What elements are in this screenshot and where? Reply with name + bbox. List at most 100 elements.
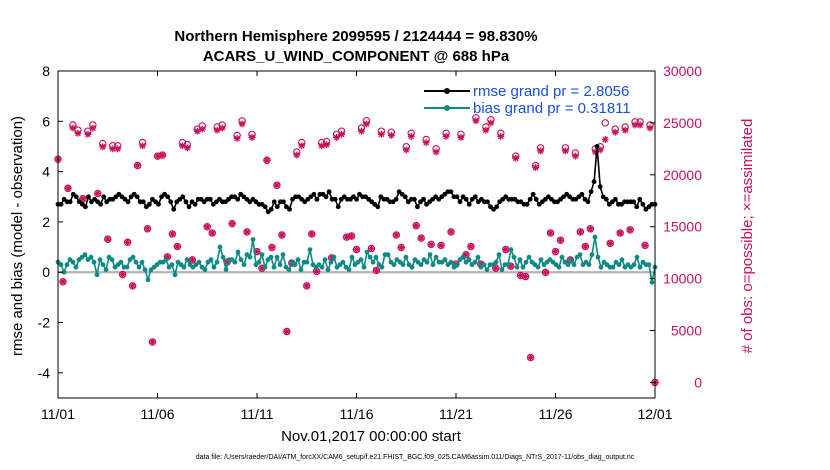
bias-point — [184, 257, 190, 263]
y-right-tick-label: 30000 — [663, 63, 702, 79]
obs-assimilated-marker — [641, 242, 649, 249]
bias-point — [460, 254, 466, 260]
rmse-point — [274, 204, 280, 210]
rmse-point — [235, 196, 241, 202]
rmse-point — [411, 196, 417, 202]
obs-assimilated-marker — [522, 273, 530, 280]
rmse-point — [472, 194, 478, 200]
obs-assimilated-marker — [84, 130, 92, 138]
rmse-point — [186, 204, 192, 210]
bias-point — [481, 262, 487, 268]
rmse-point — [640, 201, 646, 207]
obs-assimilated-marker — [457, 134, 465, 141]
bias-point — [517, 257, 523, 263]
obs-assimilated-marker — [482, 126, 490, 134]
bias-point — [493, 259, 499, 265]
bias-point — [403, 254, 409, 260]
rmse-point — [171, 206, 177, 212]
obs-assimilated-marker — [373, 266, 380, 274]
obs-assimilated-marker — [552, 248, 559, 256]
bias-point — [346, 267, 352, 273]
bias-point — [61, 269, 67, 275]
bias-point — [571, 262, 577, 268]
rmse-point — [326, 189, 332, 195]
obs-assimilated-marker — [198, 125, 206, 133]
bias-point — [208, 257, 214, 263]
legend-rmse-label: rmse grand pr = 2.8056 — [473, 83, 629, 100]
bias-point — [370, 259, 376, 265]
bias-point — [454, 262, 460, 268]
obs-assimilated-marker — [497, 133, 505, 140]
rmse-point — [134, 194, 140, 200]
bias-point — [400, 262, 406, 268]
bias-point — [424, 259, 430, 265]
bias-point — [196, 259, 202, 265]
bias-point — [262, 264, 268, 270]
bias-point — [340, 259, 346, 265]
bias-point — [589, 252, 595, 258]
y-left-tick-label: 4 — [42, 164, 50, 180]
obs-assimilated-marker — [547, 229, 554, 237]
obs-assimilated-marker — [119, 271, 127, 278]
rmse-point — [402, 194, 408, 200]
obs-assimilated-marker — [422, 139, 430, 147]
bias-point — [82, 252, 88, 258]
bias-point — [103, 267, 109, 273]
bias-point — [520, 264, 526, 270]
bias-point — [169, 262, 175, 268]
bias-point — [136, 264, 142, 270]
bias-point — [586, 262, 592, 268]
bias-point — [64, 262, 70, 268]
obs-assimilated-marker — [581, 243, 589, 250]
rmse-point — [585, 199, 591, 205]
bias-point — [172, 272, 178, 278]
obs-assimilated-marker — [104, 235, 112, 243]
legend-bias-marker — [444, 105, 450, 111]
obs-assimilated-marker — [114, 145, 122, 153]
bias-point — [295, 257, 301, 263]
obs-assimilated-marker — [631, 121, 639, 129]
obs-assimilated-marker — [203, 223, 211, 231]
bias-point — [523, 259, 529, 265]
bias-point — [133, 259, 139, 265]
bias-point — [100, 262, 106, 268]
bias-point — [427, 252, 433, 258]
rmse-point — [192, 201, 198, 207]
bias-point — [331, 254, 337, 260]
rmse-point — [58, 201, 64, 207]
y-left-tick-label: 6 — [42, 113, 50, 129]
obs-assimilated-marker — [363, 120, 370, 128]
rmse-point — [375, 204, 381, 210]
obs-assimilated-marker — [512, 154, 520, 162]
obs-assimilated-marker — [129, 282, 137, 290]
bias-point — [271, 264, 277, 270]
obs-assimilated-marker — [646, 124, 654, 132]
rmse-point — [140, 199, 146, 205]
obs-assimilated-marker — [149, 338, 156, 346]
obs-assimilated-marker — [397, 244, 405, 251]
bias-point — [637, 264, 643, 270]
bias-point — [385, 252, 391, 258]
obs-assimilated-marker — [298, 142, 306, 150]
obs-assimilated-marker — [243, 228, 251, 236]
bias-point — [211, 264, 217, 270]
rmse-point — [603, 196, 609, 202]
bias-point — [466, 257, 472, 263]
bias-point — [280, 252, 286, 258]
rmse-point — [485, 199, 490, 205]
bias-point — [577, 252, 583, 258]
rmse-point — [262, 204, 268, 210]
obs-assimilated-marker — [208, 229, 216, 237]
x-tick-label: 11/16 — [340, 406, 374, 422]
plot-background — [58, 71, 655, 398]
bias-point — [631, 262, 637, 268]
bias-point — [508, 247, 514, 252]
rmse-point — [98, 201, 104, 207]
obs-assimilated-marker — [343, 233, 350, 241]
bias-point — [328, 259, 334, 265]
bias-point — [373, 254, 379, 260]
y-right-tick-label: 10000 — [663, 271, 702, 287]
bias-point — [391, 262, 397, 268]
bias-point — [568, 257, 574, 263]
